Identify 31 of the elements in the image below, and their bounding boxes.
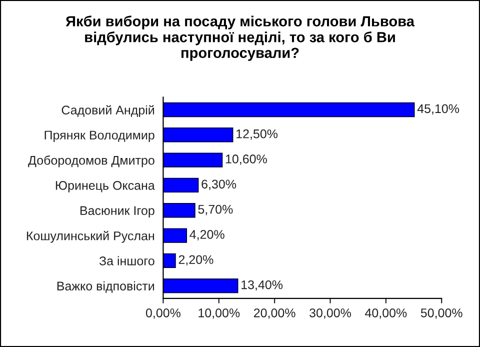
bar [163, 228, 188, 243]
y-tick-label: Васюник Ігор [80, 206, 154, 218]
data-label: 13,40% [242, 280, 283, 291]
x-tick-label: 10,00% [198, 308, 240, 319]
data-label: 45,10% [417, 104, 460, 115]
data-label: 4,20% [190, 230, 224, 240]
x-tick-label: 0,00% [146, 308, 180, 319]
data-label: 12,50% [236, 129, 278, 140]
y-tick-label: Пряняк Володимир [44, 130, 154, 142]
y-tick-label: За іншого [99, 256, 154, 266]
data-label: 10,60% [226, 154, 267, 165]
x-tick-label: 20,00% [254, 308, 296, 319]
y-tick-label: Юринець Оксана [56, 181, 155, 192]
chart-title: Якби вибори на посаду міського голови Львова відбулись наступної неділі, то за кого б Ви проголосували? [66, 16, 415, 61]
x-tick-label: 30,00% [310, 308, 351, 319]
bar [163, 203, 196, 218]
data-label: 5,70% [198, 204, 233, 216]
bar [163, 278, 238, 294]
data-label: 6,30% [202, 180, 236, 190]
x-tick-label: 40,00% [365, 308, 407, 319]
y-tick-label: Садовий Андрій [62, 105, 154, 117]
bar [163, 102, 415, 118]
bar [163, 253, 176, 268]
bar [163, 128, 234, 142]
bar [163, 178, 199, 193]
y-tick-label: Добородомов Дмитро [28, 155, 154, 168]
x-tick-label: 50,00% [420, 308, 462, 319]
data-label: 2,20% [178, 255, 214, 266]
y-tick-label: Важко відповісти [57, 281, 154, 293]
bar [163, 152, 223, 168]
y-tick-label: Кошулинський Руслан [26, 230, 154, 243]
